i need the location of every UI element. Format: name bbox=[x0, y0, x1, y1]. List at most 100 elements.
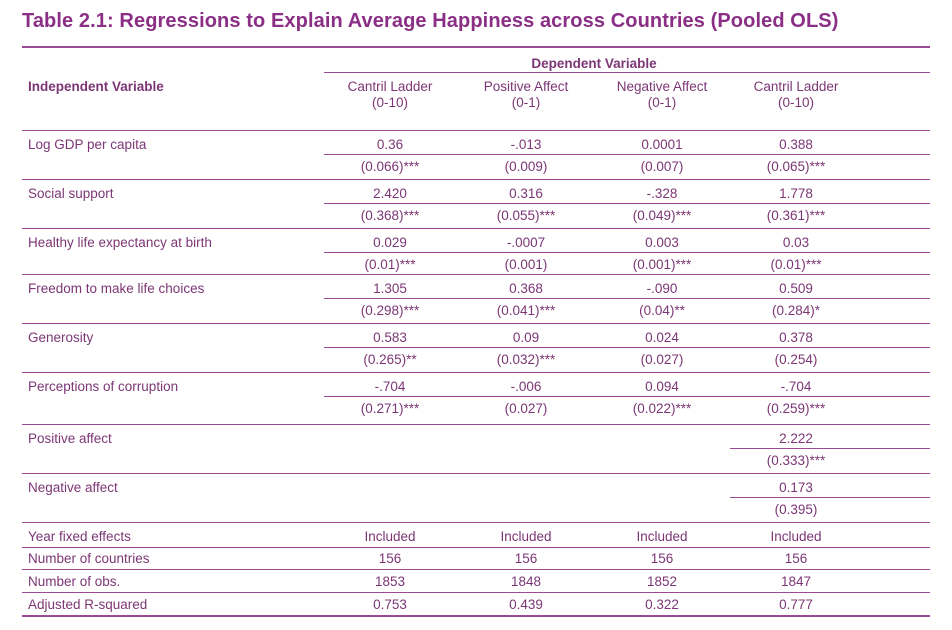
coefficient-value: 2.222 bbox=[779, 431, 813, 446]
footer-value: Included bbox=[500, 529, 552, 544]
footer-divider bbox=[22, 547, 930, 548]
coefficient-value: 0.09 bbox=[512, 330, 540, 345]
coefficient-value: -.328 bbox=[646, 186, 678, 201]
column-header-range: (0-1) bbox=[647, 95, 677, 110]
standard-error-value: (0.001) bbox=[504, 257, 548, 272]
coefficient-value: 0.094 bbox=[645, 379, 679, 394]
footer-divider bbox=[22, 569, 930, 570]
standard-error-value: (0.049)*** bbox=[632, 208, 692, 223]
footer-label: Number of obs. bbox=[28, 574, 121, 589]
standard-error-value: (0.368)*** bbox=[360, 208, 420, 223]
footer-divider bbox=[22, 592, 930, 593]
coefficient-value: 0.368 bbox=[509, 281, 543, 296]
row-label: Freedom to make life choices bbox=[28, 281, 205, 296]
column-header-range: (0-1) bbox=[511, 95, 541, 110]
coefficient-value: 2.420 bbox=[373, 186, 407, 201]
footer-value: 1852 bbox=[646, 574, 678, 589]
header-bottom-rule bbox=[22, 130, 930, 131]
row-divider bbox=[22, 522, 930, 523]
row-label: Positive affect bbox=[28, 431, 112, 446]
standard-error-value: (0.361)*** bbox=[766, 208, 826, 223]
standard-error-value: (0.009) bbox=[504, 159, 548, 174]
row-divider bbox=[22, 372, 930, 373]
coefficient-separator bbox=[324, 203, 930, 204]
footer-label: Year fixed effects bbox=[28, 529, 131, 544]
coefficient-value: -.704 bbox=[374, 379, 406, 394]
coefficient-value: 0.024 bbox=[645, 330, 679, 345]
row-label: Perceptions of corruption bbox=[28, 379, 179, 394]
coefficient-value: -.704 bbox=[780, 379, 812, 394]
table-title: Table 2.1: Regressions to Explain Averag… bbox=[22, 10, 839, 32]
coefficient-separator bbox=[730, 448, 930, 449]
independent-variable-header: Independent Variable bbox=[28, 79, 164, 94]
column-header-name: Cantril Ladder bbox=[347, 79, 433, 94]
coefficient-separator bbox=[324, 298, 930, 299]
footer-value: 0.439 bbox=[509, 597, 543, 612]
dependent-variable-rule bbox=[324, 72, 930, 73]
standard-error-value: (0.007) bbox=[640, 159, 684, 174]
coefficient-value: -.006 bbox=[510, 379, 542, 394]
standard-error-value: (0.01)*** bbox=[364, 257, 416, 272]
column-header-name: Positive Affect bbox=[483, 79, 569, 94]
coefficient-value: 0.03 bbox=[782, 235, 810, 250]
standard-error-value: (0.333)*** bbox=[766, 453, 826, 468]
standard-error-value: (0.298)*** bbox=[360, 303, 420, 318]
coefficient-separator bbox=[324, 154, 930, 155]
standard-error-value: (0.271)*** bbox=[360, 401, 420, 416]
footer-value: 156 bbox=[514, 551, 538, 566]
dependent-variable-header: Dependent Variable bbox=[531, 56, 657, 71]
footer-value: Included bbox=[636, 529, 688, 544]
coefficient-value: 1.778 bbox=[779, 186, 813, 201]
footer-value: 1847 bbox=[780, 574, 812, 589]
standard-error-value: (0.265)** bbox=[363, 352, 417, 367]
column-header-range: (0-10) bbox=[777, 95, 814, 110]
standard-error-value: (0.04)** bbox=[639, 303, 685, 318]
coefficient-value: -.090 bbox=[646, 281, 678, 296]
coefficient-value: 0.509 bbox=[779, 281, 813, 296]
footer-value: Included bbox=[364, 529, 416, 544]
row-label: Healthy life expectancy at birth bbox=[28, 235, 212, 250]
standard-error-value: (0.259)*** bbox=[766, 401, 826, 416]
standard-error-value: (0.027) bbox=[640, 352, 684, 367]
standard-error-value: (0.065)*** bbox=[766, 159, 826, 174]
row-divider bbox=[22, 179, 930, 180]
row-label: Log GDP per capita bbox=[28, 137, 147, 152]
coefficient-value: 0.316 bbox=[509, 186, 543, 201]
standard-error-value: (0.395) bbox=[774, 502, 818, 517]
coefficient-separator bbox=[324, 347, 930, 348]
footer-value: 156 bbox=[784, 551, 808, 566]
table-top-rule bbox=[22, 46, 930, 48]
coefficient-value: 1.305 bbox=[373, 281, 407, 296]
column-header-name: Cantril Ladder bbox=[753, 79, 839, 94]
coefficient-value: 0.378 bbox=[779, 330, 813, 345]
row-divider bbox=[22, 473, 930, 474]
coefficient-separator bbox=[324, 252, 930, 253]
coefficient-separator bbox=[730, 497, 930, 498]
standard-error-value: (0.022)*** bbox=[632, 401, 692, 416]
coefficient-value: 0.0001 bbox=[641, 137, 683, 152]
coefficient-value: -.013 bbox=[510, 137, 542, 152]
footer-value: 0.753 bbox=[373, 597, 407, 612]
footer-divider bbox=[22, 615, 930, 617]
coefficient-value: 0.003 bbox=[645, 235, 679, 250]
coefficient-value: 0.388 bbox=[779, 137, 813, 152]
coefficient-value: 0.029 bbox=[373, 235, 407, 250]
standard-error-value: (0.001)*** bbox=[632, 257, 692, 272]
standard-error-value: (0.055)*** bbox=[496, 208, 556, 223]
footer-value: 0.777 bbox=[779, 597, 813, 612]
coefficient-value: 0.583 bbox=[373, 330, 407, 345]
standard-error-value: (0.01)*** bbox=[770, 257, 822, 272]
standard-error-value: (0.284)* bbox=[771, 303, 821, 318]
row-label: Negative affect bbox=[28, 480, 118, 495]
footer-value: Included bbox=[770, 529, 822, 544]
standard-error-value: (0.041)*** bbox=[496, 303, 556, 318]
footer-value: 1848 bbox=[510, 574, 542, 589]
coefficient-value: 0.36 bbox=[376, 137, 404, 152]
row-label: Social support bbox=[28, 186, 114, 201]
standard-error-value: (0.032)*** bbox=[496, 352, 556, 367]
standard-error-value: (0.027) bbox=[504, 401, 548, 416]
footer-label: Adjusted R-squared bbox=[28, 597, 148, 612]
footer-value: 1853 bbox=[374, 574, 406, 589]
row-divider bbox=[22, 274, 930, 275]
column-header-range: (0-10) bbox=[371, 95, 408, 110]
